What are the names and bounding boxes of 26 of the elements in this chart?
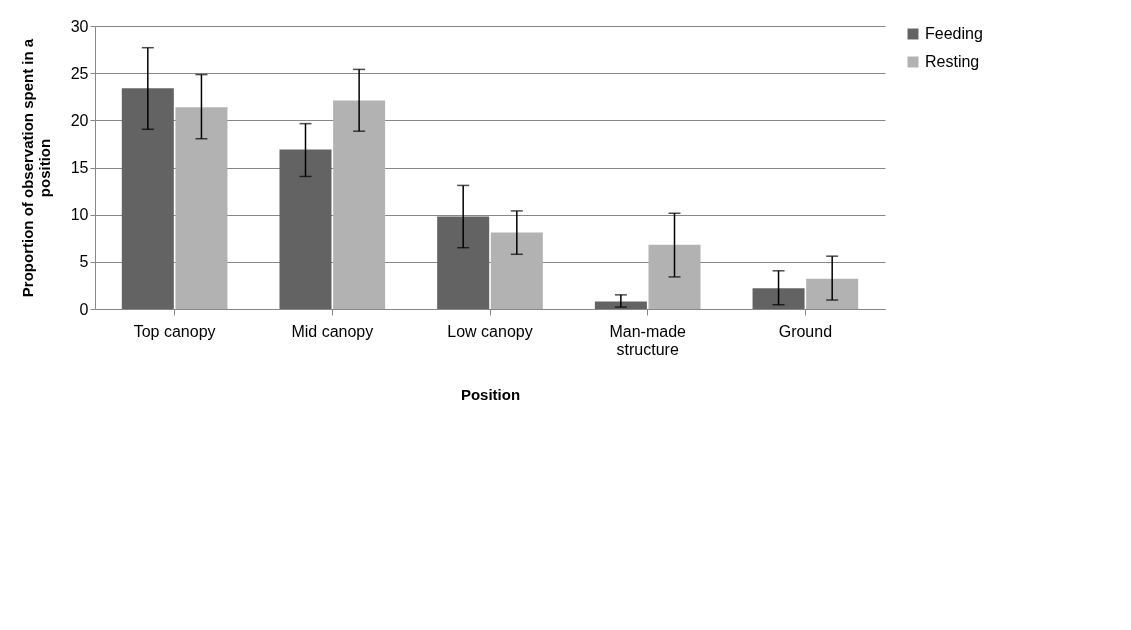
bar xyxy=(175,107,228,309)
y-tick-label: 25 xyxy=(70,64,89,82)
bar xyxy=(752,288,805,309)
bar xyxy=(279,149,332,309)
x-tick-label: Man-made structure xyxy=(609,322,687,358)
legend-label: Feeding xyxy=(925,25,983,42)
y-axis-title: Proportion of observation spent in a position xyxy=(18,38,53,298)
legend-label: Resting xyxy=(925,53,980,70)
y-tick-label: 15 xyxy=(70,159,89,176)
bar xyxy=(333,100,386,309)
y-tick-label: 30 xyxy=(70,17,89,35)
x-tick-label: Ground xyxy=(778,322,833,340)
x-tick-label: Mid canopy xyxy=(291,322,374,340)
bar xyxy=(121,88,174,309)
x-tick-label: Low canopy xyxy=(447,322,533,340)
y-tick-label: 10 xyxy=(70,206,89,224)
y-tick-label: 5 xyxy=(79,253,89,271)
x-axis-title: Position xyxy=(460,385,521,403)
bar xyxy=(648,244,701,309)
bar xyxy=(490,232,543,309)
bar xyxy=(806,278,859,309)
bar xyxy=(594,301,647,309)
x-tick-label: Top canopy xyxy=(133,322,216,340)
y-tick-label: 20 xyxy=(70,111,89,129)
y-tick-label: 0 xyxy=(79,300,89,318)
bar xyxy=(437,216,490,309)
